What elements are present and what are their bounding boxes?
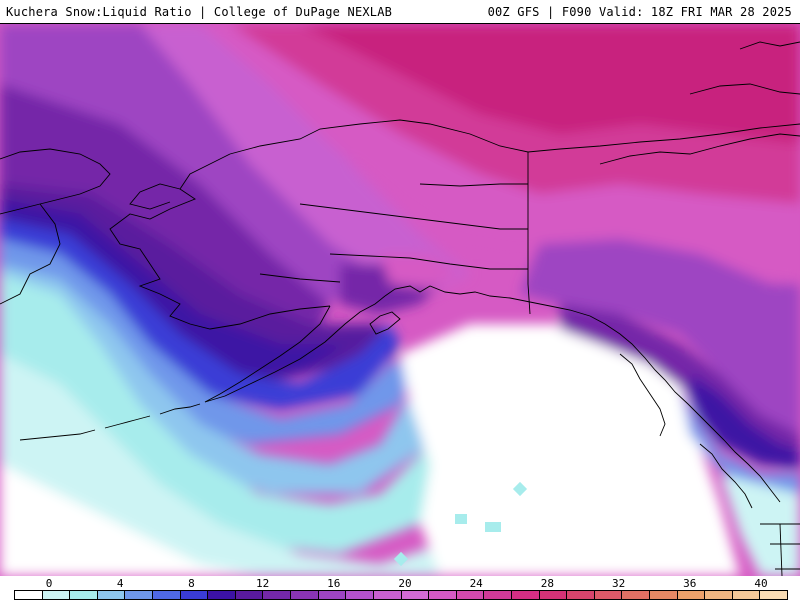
- seward-peninsula: [129, 183, 181, 210]
- kodiak-island: [369, 311, 401, 335]
- interior-boundary-2: [299, 203, 528, 230]
- legend-tick-labels: 0 4 8 12 16 20 24 28 32 36 40: [0, 577, 800, 590]
- legend-swatch: [263, 591, 292, 599]
- field-blue-bc: [680, 384, 800, 494]
- model-run-valid-time: 00Z GFS | F090 Valid: 18Z FRI MAR 28 202…: [487, 5, 792, 19]
- legend-swatch: [511, 591, 540, 599]
- field-cyan-blob-3: [485, 522, 501, 532]
- legend-swatch: [373, 591, 402, 599]
- field-cyan-pnw: [720, 474, 800, 576]
- legend-swatch: [180, 591, 209, 599]
- legend-swatch: [705, 591, 733, 599]
- legend-swatch: [235, 591, 264, 599]
- aleutian-chain-2: [104, 415, 151, 429]
- coastline-layer: [0, 41, 800, 576]
- field-cyan-pale: [0, 354, 600, 576]
- field-white-southwest: [0, 464, 260, 576]
- legend-swatch: [567, 591, 595, 599]
- legend-tick-label: 24: [469, 577, 483, 590]
- legend-swatch: [153, 591, 181, 599]
- arctic-coastline: [229, 119, 800, 155]
- snow-ratio-field: [0, 24, 800, 576]
- map-header: Kuchera Snow:Liquid Ratio | College of D…: [0, 0, 800, 24]
- field-violet-deep: [0, 199, 380, 384]
- interior-boundary-3: [329, 253, 528, 270]
- kamchatka-coast: [0, 203, 61, 305]
- vancouver-island: [699, 443, 753, 509]
- legend-tick-label: 4: [116, 577, 124, 590]
- alaska-peninsula-north: [204, 305, 331, 403]
- gulf-of-alaska-coast: [384, 285, 591, 317]
- legend-tick-label: 8: [188, 577, 195, 590]
- legend-swatch: [70, 591, 98, 599]
- arctic-island-mid: [689, 83, 800, 95]
- legend-swatch: [318, 591, 347, 599]
- field-white-blob-2: [512, 441, 530, 459]
- haida-gwaii: [619, 353, 666, 437]
- legend-swatch: [732, 591, 761, 599]
- legend-swatch: [346, 591, 374, 599]
- legend-swatch: [622, 591, 651, 599]
- legend-swatch: [760, 591, 788, 599]
- legend-swatch: [539, 591, 568, 599]
- field-white-blob-3: [483, 469, 503, 489]
- arctic-island-north: [739, 41, 800, 50]
- field-cyan-blob-2: [455, 514, 467, 524]
- map-canvas[interactable]: [0, 24, 800, 576]
- field-purple-bc: [520, 239, 800, 444]
- field-cyan-blob-4: [393, 551, 409, 567]
- legend-color-bar: [14, 590, 788, 600]
- panhandle-bc-coast: [589, 315, 781, 503]
- field-violet-bc: [690, 374, 800, 469]
- field-blue: [0, 239, 420, 444]
- chukotka-coast: [0, 148, 111, 215]
- aleutian-chain-3: [19, 429, 96, 441]
- legend-swatch: [594, 591, 623, 599]
- legend-swatch: [456, 591, 485, 599]
- legend-swatch: [401, 591, 430, 599]
- alaska-yukon-border: [527, 152, 531, 315]
- field-white-gulf: [400, 324, 740, 576]
- field-indigo: [0, 219, 400, 409]
- legend-swatch: [97, 591, 126, 599]
- legend-swatch: [429, 591, 457, 599]
- aleutian-chain-1: [159, 403, 201, 415]
- arctic-island-coast: [599, 133, 800, 165]
- legend-swatch: [208, 591, 236, 599]
- legend-tick-label: 0: [45, 577, 53, 590]
- western-alaska-coast: [109, 153, 331, 330]
- legend-tick-label: 40: [754, 577, 768, 590]
- field-magenta-core: [420, 54, 780, 124]
- legend-swatch: [650, 591, 678, 599]
- legend-tick-label: 28: [540, 577, 555, 590]
- state-line-vertical: [779, 523, 783, 576]
- legend-tick-label: 20: [398, 577, 412, 590]
- legend-swatch: [291, 591, 319, 599]
- legend-tick-label: 36: [683, 577, 697, 590]
- legend-swatch: [42, 591, 71, 599]
- legend-tick-label: 16: [327, 577, 341, 590]
- product-title: Kuchera Snow:Liquid Ratio | College of D…: [6, 5, 393, 19]
- field-white-blob-1: [489, 430, 509, 450]
- legend-tick-label: 32: [611, 577, 626, 590]
- legend-swatch: [484, 591, 512, 599]
- legend-swatch: [15, 591, 43, 599]
- field-orchid-band: [140, 24, 470, 299]
- color-scale-legend: 0 4 8 12 16 20 24 28 32 36 40: [0, 576, 800, 600]
- interior-boundary-1: [419, 183, 528, 187]
- interior-boundary-4: [259, 273, 341, 283]
- legend-tick-label: 12: [255, 577, 270, 590]
- alaska-peninsula-south: [204, 295, 386, 403]
- legend-swatch: [677, 591, 706, 599]
- legend-swatch: [125, 591, 154, 599]
- field-cyan-blob-1: [512, 481, 528, 497]
